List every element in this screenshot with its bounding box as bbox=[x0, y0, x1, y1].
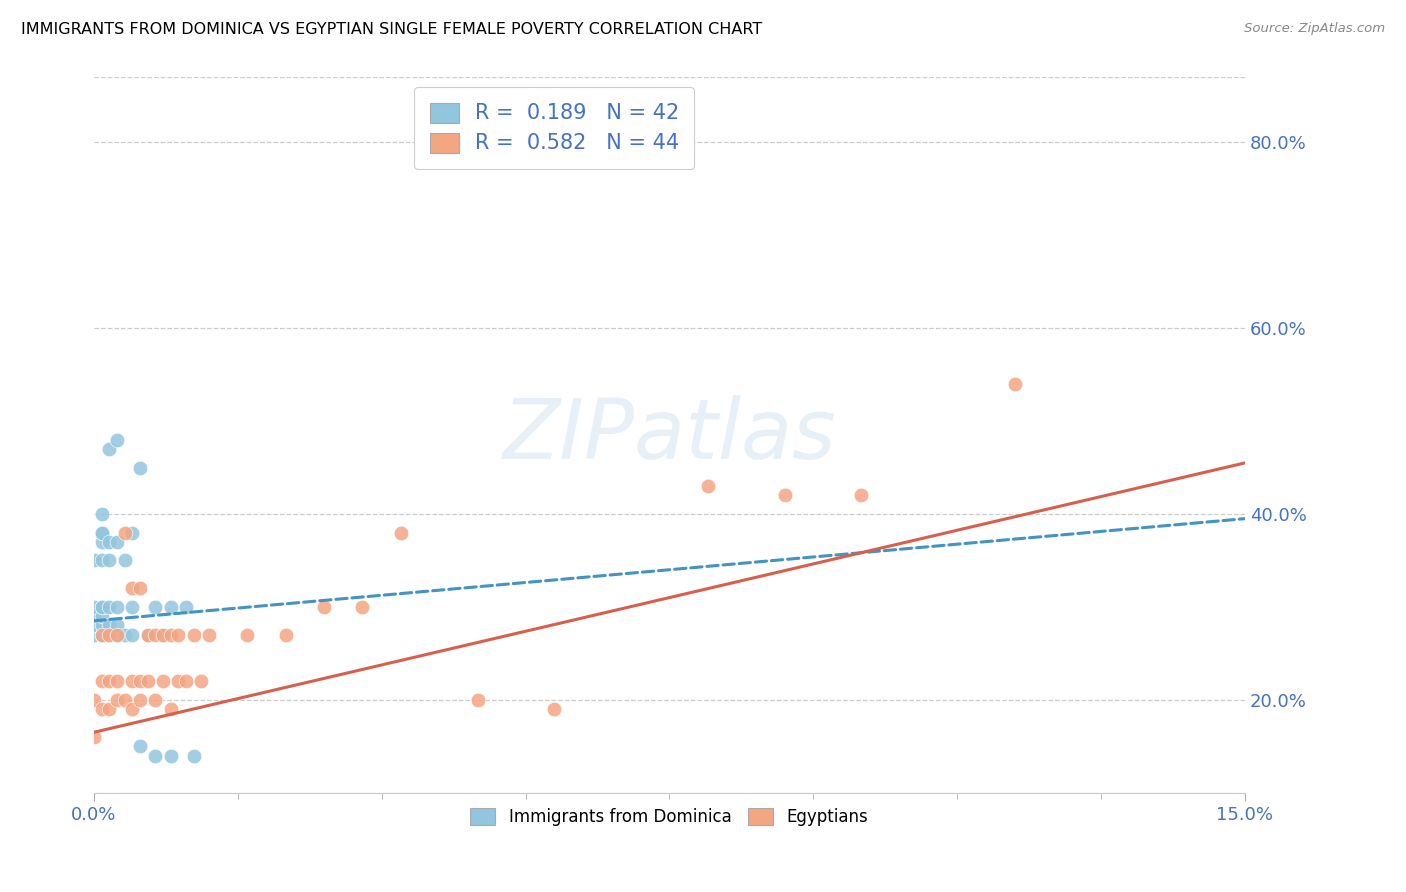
Point bbox=[143, 692, 166, 706]
Point bbox=[198, 628, 221, 642]
Point bbox=[90, 534, 112, 549]
Point bbox=[90, 553, 112, 567]
Point bbox=[274, 628, 297, 642]
Point bbox=[105, 534, 128, 549]
Point bbox=[105, 433, 128, 447]
Point bbox=[851, 488, 873, 502]
Point bbox=[83, 599, 105, 614]
Point bbox=[136, 628, 159, 642]
Point bbox=[143, 628, 166, 642]
Point bbox=[136, 628, 159, 642]
Legend: Immigrants from Dominica, Egyptians: Immigrants from Dominica, Egyptians bbox=[463, 799, 877, 834]
Point bbox=[129, 692, 152, 706]
Point bbox=[90, 702, 112, 716]
Point bbox=[129, 739, 152, 754]
Point bbox=[696, 479, 718, 493]
Point bbox=[121, 674, 143, 689]
Point bbox=[83, 628, 105, 642]
Point bbox=[105, 628, 128, 642]
Point bbox=[1004, 376, 1026, 391]
Point bbox=[136, 674, 159, 689]
Point bbox=[105, 692, 128, 706]
Point bbox=[98, 442, 121, 456]
Point bbox=[98, 553, 121, 567]
Point bbox=[352, 599, 374, 614]
Point bbox=[236, 628, 259, 642]
Point bbox=[98, 628, 121, 642]
Point bbox=[167, 674, 190, 689]
Text: IMMIGRANTS FROM DOMINICA VS EGYPTIAN SINGLE FEMALE POVERTY CORRELATION CHART: IMMIGRANTS FROM DOMINICA VS EGYPTIAN SIN… bbox=[21, 22, 762, 37]
Point bbox=[159, 599, 181, 614]
Point bbox=[121, 628, 143, 642]
Point bbox=[174, 674, 197, 689]
Point bbox=[121, 599, 143, 614]
Point bbox=[183, 748, 205, 763]
Point bbox=[98, 702, 121, 716]
Point bbox=[129, 460, 152, 475]
Point bbox=[152, 628, 174, 642]
Point bbox=[159, 702, 181, 716]
Point bbox=[90, 525, 112, 540]
Point bbox=[121, 702, 143, 716]
Point bbox=[90, 609, 112, 624]
Point bbox=[98, 628, 121, 642]
Point bbox=[90, 628, 112, 642]
Point bbox=[183, 628, 205, 642]
Point bbox=[90, 507, 112, 521]
Point bbox=[90, 674, 112, 689]
Point bbox=[98, 534, 121, 549]
Point bbox=[143, 599, 166, 614]
Point bbox=[114, 553, 136, 567]
Point bbox=[90, 618, 112, 632]
Point bbox=[98, 618, 121, 632]
Point bbox=[773, 488, 796, 502]
Point bbox=[159, 628, 181, 642]
Point bbox=[105, 628, 128, 642]
Point bbox=[83, 730, 105, 744]
Point bbox=[121, 525, 143, 540]
Point bbox=[114, 525, 136, 540]
Point bbox=[190, 674, 212, 689]
Point bbox=[152, 628, 174, 642]
Point bbox=[129, 674, 152, 689]
Point bbox=[90, 525, 112, 540]
Point bbox=[159, 748, 181, 763]
Text: Source: ZipAtlas.com: Source: ZipAtlas.com bbox=[1244, 22, 1385, 36]
Point bbox=[83, 618, 105, 632]
Point bbox=[467, 692, 489, 706]
Point bbox=[90, 599, 112, 614]
Point bbox=[167, 628, 190, 642]
Point bbox=[143, 748, 166, 763]
Point bbox=[90, 628, 112, 642]
Point bbox=[114, 692, 136, 706]
Point bbox=[83, 553, 105, 567]
Point bbox=[98, 674, 121, 689]
Point bbox=[90, 599, 112, 614]
Point bbox=[90, 628, 112, 642]
Point bbox=[83, 609, 105, 624]
Point bbox=[314, 599, 336, 614]
Point bbox=[105, 618, 128, 632]
Point bbox=[152, 674, 174, 689]
Point bbox=[114, 628, 136, 642]
Point bbox=[174, 599, 197, 614]
Point bbox=[121, 582, 143, 596]
Point bbox=[83, 692, 105, 706]
Point bbox=[105, 674, 128, 689]
Point bbox=[129, 582, 152, 596]
Point bbox=[105, 599, 128, 614]
Point bbox=[543, 702, 565, 716]
Text: ZIPatlas: ZIPatlas bbox=[502, 394, 837, 475]
Point bbox=[389, 525, 412, 540]
Point bbox=[98, 599, 121, 614]
